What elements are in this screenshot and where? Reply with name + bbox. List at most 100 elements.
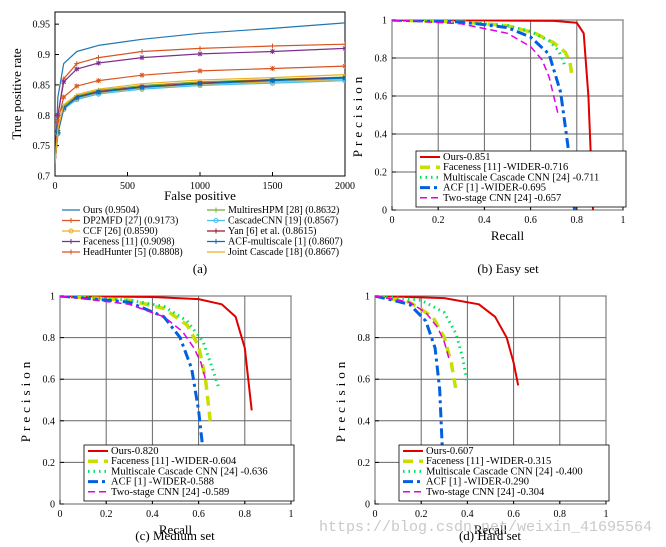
legend-label: Two-stage CNN [24] -0.657 — [443, 193, 561, 204]
legend-label: Two-stage CNN [24] -0.589 — [111, 487, 229, 498]
series-line — [60, 296, 207, 484]
panel-caption: (d) Hard set — [459, 528, 521, 543]
series-group — [60, 296, 253, 484]
y-tick-label: 0.8 — [43, 333, 56, 344]
legend-label: Joint Cascade [18] (0.8667) — [228, 247, 339, 258]
x-axis-label: Recall — [474, 522, 508, 537]
x-axis-label: Recall — [491, 228, 525, 243]
y-tick-label: 0.8 — [358, 333, 371, 344]
series-marker — [74, 83, 80, 89]
y-tick-label: 1 — [365, 292, 370, 303]
x-tick-label: 0 — [58, 509, 63, 520]
y-tick-label: 0.6 — [43, 375, 56, 386]
x-tick-label: 0.4 — [146, 509, 159, 520]
series-marker — [197, 51, 203, 57]
series-marker — [342, 41, 345, 47]
x-tick-label: 1 — [604, 509, 609, 520]
x-tick-label: 0.6 — [192, 509, 205, 520]
series-line — [55, 74, 345, 164]
legend-marker — [213, 228, 219, 234]
legend-label: CCF [26] (0.8590) — [83, 226, 158, 237]
series-marker — [55, 118, 61, 124]
y-tick-label: 0.7 — [38, 172, 51, 183]
series-marker — [139, 55, 145, 61]
legend-label: Two-stage CNN [24] -0.304 — [426, 487, 545, 498]
legend-label: Multiscale Cascade CNN [24] -0.400 — [426, 466, 583, 477]
legend-marker — [68, 218, 74, 223]
x-tick-label: 1 — [289, 509, 294, 520]
series-marker — [270, 43, 275, 49]
x-tick-label: 2000 — [335, 181, 355, 192]
legend-label: Faceness [11] -WIDER-0.315 — [426, 456, 551, 467]
x-tick-label: 1 — [621, 215, 626, 226]
series-marker — [197, 68, 203, 74]
chart-panel-c: 0 0.2 0.4 0.6 0.8 1 0 0.2 0.4 0.6 0.8 1 Recall Precis… — [18, 292, 295, 543]
x-tick-label: 1500 — [263, 181, 283, 192]
series-line — [60, 296, 212, 421]
y-tick-label: 0.8 — [375, 54, 388, 65]
legend-label: Faceness [11] -WIDER-0.604 — [111, 456, 237, 467]
x-tick-label: 0.6 — [524, 215, 537, 226]
legend-label: Multiscale Cascade CNN [24] -0.636 — [111, 466, 268, 477]
x-tick-label: 0.8 — [554, 509, 567, 520]
series-line — [375, 296, 450, 359]
x-tick-label: 0.2 — [415, 509, 428, 520]
series-marker — [61, 94, 67, 100]
y-axis-label: True positive rate — [9, 48, 24, 139]
y-tick-label: 0 — [365, 500, 370, 511]
y-tick-label: 0.2 — [375, 168, 388, 179]
series-marker — [270, 78, 275, 84]
legend-marker — [213, 207, 219, 213]
x-tick-label: 0.2 — [100, 509, 113, 520]
x-tick-label: 0.4 — [461, 509, 474, 520]
series-line — [392, 20, 560, 116]
legend-box — [398, 444, 610, 502]
legend-label: Faceness [11] (0.9098) — [83, 237, 175, 248]
series-marker — [96, 89, 101, 95]
x-tick-label: 1000 — [190, 181, 210, 192]
x-tick-label: 500 — [120, 181, 135, 192]
panel-caption: (b) Easy set — [477, 261, 539, 276]
legend-box — [83, 444, 295, 502]
x-tick-label: 0 — [390, 215, 395, 226]
y-tick-label: 0.2 — [43, 458, 56, 469]
y-tick-label: 0.6 — [375, 92, 388, 103]
y-tick-label: 0.6 — [358, 375, 371, 386]
chart-panel-b: 0 0.2 0.4 0.6 0.8 1 0 0.2 0.4 0.6 0.8 1 Recall Precis… — [350, 16, 627, 276]
legend-label: HeadHunter [5] (0.8808) — [83, 247, 183, 258]
series-line — [375, 296, 446, 494]
series-marker — [96, 78, 101, 84]
y-tick-label: 0 — [382, 206, 387, 217]
x-tick-label: 0.8 — [239, 509, 252, 520]
series-marker — [342, 63, 345, 69]
series-marker — [74, 95, 80, 101]
series-marker — [96, 60, 101, 66]
panel-caption: (c) Medium set — [135, 528, 215, 543]
x-tick-label: 0.8 — [571, 215, 584, 226]
x-tick-label: 0.2 — [432, 215, 445, 226]
legend-label: Faceness [11] -WIDER-0.716 — [443, 162, 568, 173]
y-axis-label: Precision — [333, 358, 348, 442]
legend-box — [60, 205, 340, 262]
series-marker — [270, 48, 275, 54]
y-tick-label: 0 — [50, 500, 55, 511]
series-line — [60, 296, 253, 411]
series-marker — [74, 66, 80, 72]
legend: Ours (0.9504)DP2MFD [27] (0.9173)CCF [26… — [60, 205, 343, 262]
series-marker — [139, 48, 145, 54]
series-marker — [342, 45, 345, 51]
legend-label: ACF-multiscale [1] (0.8607) — [228, 237, 343, 248]
series-group — [55, 22, 345, 164]
series-marker — [96, 55, 101, 61]
y-tick-label: 0.75 — [33, 141, 51, 152]
series-marker — [139, 72, 145, 78]
legend-marker — [68, 239, 74, 244]
legend-label: MultiresHPM [28] (0.8632) — [228, 205, 339, 216]
y-tick-label: 0.4 — [358, 416, 371, 427]
chart-panel-a: 0 500 1000 1500 2000 0.7 0.75 0.8 0.85 0.9 0.95 Fal… — [9, 11, 355, 276]
series-line — [60, 296, 207, 380]
series-marker — [61, 105, 67, 111]
y-tick-label: 1 — [382, 16, 387, 27]
